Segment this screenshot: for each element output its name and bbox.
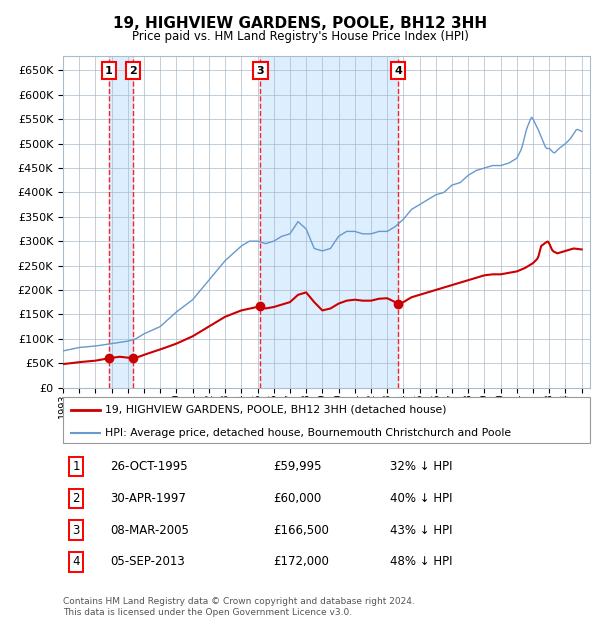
Text: 43% ↓ HPI: 43% ↓ HPI [389,524,452,537]
Text: £172,000: £172,000 [274,556,329,569]
Text: 40% ↓ HPI: 40% ↓ HPI [389,492,452,505]
Text: 32% ↓ HPI: 32% ↓ HPI [389,460,452,473]
Text: 1: 1 [105,66,113,76]
Text: 3: 3 [257,66,264,76]
Text: Price paid vs. HM Land Registry's House Price Index (HPI): Price paid vs. HM Land Registry's House … [131,30,469,43]
Text: 05-SEP-2013: 05-SEP-2013 [110,556,185,569]
Text: 19, HIGHVIEW GARDENS, POOLE, BH12 3HH (detached house): 19, HIGHVIEW GARDENS, POOLE, BH12 3HH (d… [105,405,446,415]
Text: 2: 2 [130,66,137,76]
Text: 4: 4 [394,66,402,76]
Text: 4: 4 [73,556,80,569]
Text: 2: 2 [73,492,80,505]
Text: 1: 1 [73,460,80,473]
Bar [260,56,398,388]
Text: £60,000: £60,000 [274,492,322,505]
Text: 3: 3 [73,524,80,537]
Text: £59,995: £59,995 [274,460,322,473]
Text: Contains HM Land Registry data © Crown copyright and database right 2024.
This d: Contains HM Land Registry data © Crown c… [63,598,415,617]
Text: 19, HIGHVIEW GARDENS, POOLE, BH12 3HH: 19, HIGHVIEW GARDENS, POOLE, BH12 3HH [113,16,487,31]
Text: 48% ↓ HPI: 48% ↓ HPI [389,556,452,569]
Text: £166,500: £166,500 [274,524,329,537]
Text: 08-MAR-2005: 08-MAR-2005 [110,524,189,537]
Text: 30-APR-1997: 30-APR-1997 [110,492,186,505]
Bar [109,56,133,388]
Text: 26-OCT-1995: 26-OCT-1995 [110,460,188,473]
Text: HPI: Average price, detached house, Bournemouth Christchurch and Poole: HPI: Average price, detached house, Bour… [105,428,511,438]
